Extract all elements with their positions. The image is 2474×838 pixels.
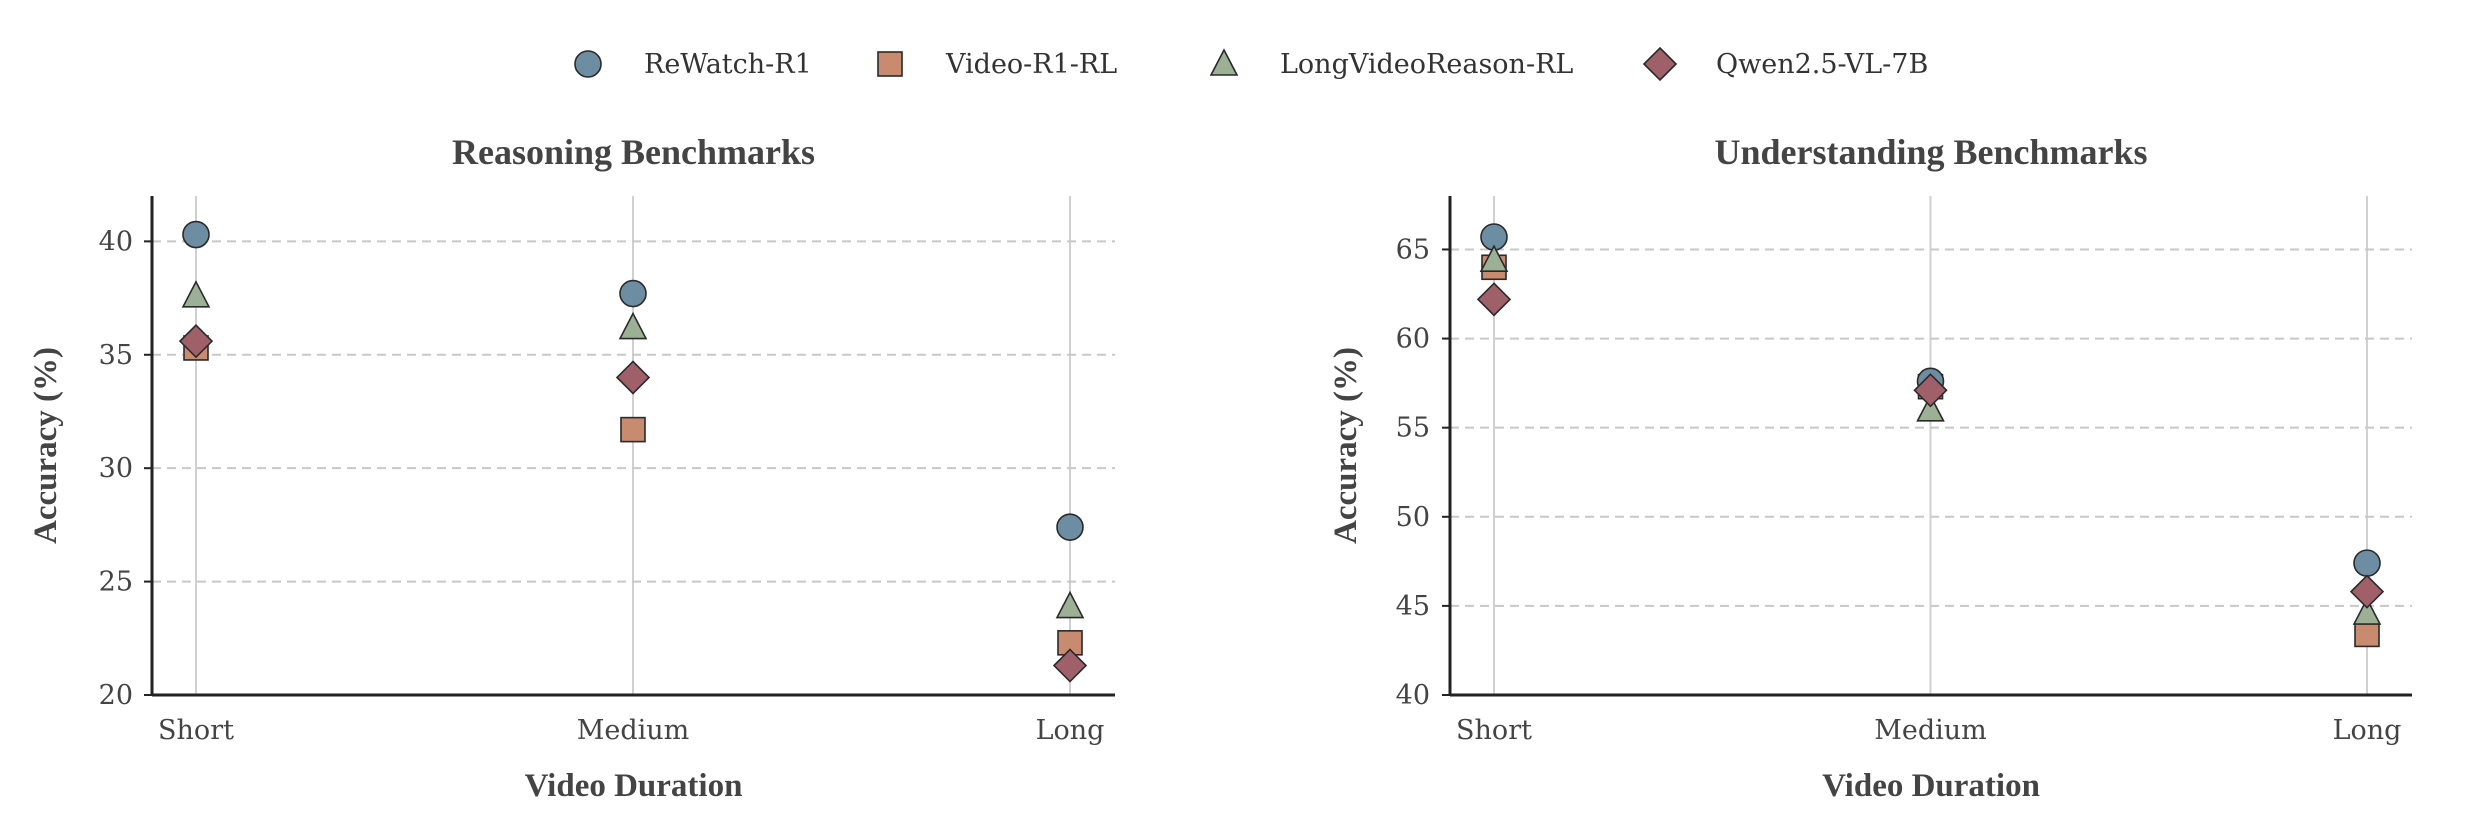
point-qwen2-5-vl-7b-long <box>1052 648 1088 683</box>
x-tick-label-short: Short <box>158 715 234 746</box>
point-longvideoreason-rl-medium <box>1916 394 1945 422</box>
point-longvideoreason-rl-short <box>181 280 211 308</box>
point-qwen2-5-vl-7b-short <box>1476 282 1512 317</box>
point-rewatch-r1-short <box>182 220 210 249</box>
y-tick-label: 35 <box>99 340 133 371</box>
y-tick-label: 65 <box>1396 234 1430 265</box>
legend-marker-longvideoreason-rl <box>1209 48 1239 76</box>
legend-label-longvideoreason-rl: LongVideoReason-RL <box>1280 49 1573 80</box>
point-longvideoreason-rl-medium <box>618 311 648 340</box>
legend: ReWatch-R1 Video-R1-RL LongVideoReason-RL Q… <box>574 46 1928 82</box>
x-tick-label-long: Long <box>2333 715 2402 746</box>
legend-marker-rewatch-r1 <box>574 50 602 78</box>
chart-understanding-benchmarks: 40 45 50 55 60 65 Short Medium Long Understanding… <box>1328 132 2412 804</box>
x-tick-label-long: Long <box>1036 715 1105 746</box>
point-longvideoreason-rl-long <box>2352 597 2382 625</box>
point-rewatch-r1-long <box>2353 549 2381 577</box>
x-tick-label-medium: Medium <box>1874 715 1987 746</box>
legend-marker-video-r1-rl <box>877 51 903 77</box>
point-rewatch-r1-medium <box>619 279 647 308</box>
point-qwen2-5-vl-7b-long <box>2349 574 2385 609</box>
y-axis-label: Accuracy (%) <box>1328 347 1364 544</box>
legend-label-video-r1-rl: Video-R1-RL <box>945 49 1117 80</box>
point-longvideoreason-rl-short <box>1479 244 1509 272</box>
y-tick-label: 45 <box>1396 591 1430 622</box>
y-tick-label: 20 <box>99 680 133 711</box>
y-tick-label: 25 <box>99 567 133 598</box>
chart-reasoning-benchmarks: 20 25 30 35 40 Short Medium Long Reasoning Bench… <box>28 132 1115 804</box>
y-tick-label: 30 <box>99 453 133 484</box>
x-axis-label: Video Duration <box>1822 768 2040 804</box>
point-qwen2-5-vl-7b-short <box>178 324 214 359</box>
legend-label-qwen2-5-vl-7b: Qwen2.5-VL-7B <box>1716 49 1928 80</box>
y-tick-label: 60 <box>1396 324 1430 355</box>
legend-marker-qwen2-5-vl-7b <box>1642 46 1678 82</box>
point-rewatch-r1-long <box>1056 513 1084 541</box>
y-tick-label: 50 <box>1396 502 1430 533</box>
x-tick-label-medium: Medium <box>577 715 690 746</box>
point-video-r1-rl-long <box>2354 621 2380 648</box>
point-longvideoreason-rl-long <box>1055 590 1085 619</box>
y-tick-label: 40 <box>1396 680 1430 711</box>
legend-label-rewatch-r1: ReWatch-R1 <box>644 49 812 80</box>
chart-title: Understanding Benchmarks <box>1714 132 2147 172</box>
point-video-r1-rl-medium <box>620 416 646 443</box>
chart-title: Reasoning Benchmarks <box>452 132 815 172</box>
point-qwen2-5-vl-7b-medium <box>615 360 651 395</box>
x-tick-label-short: Short <box>1456 715 1532 746</box>
y-tick-label: 55 <box>1396 413 1430 444</box>
y-tick-label: 40 <box>99 226 133 257</box>
y-axis-label: Accuracy (%) <box>28 347 64 544</box>
point-qwen2-5-vl-7b-medium <box>1913 373 1948 408</box>
x-axis-label: Video Duration <box>525 768 743 804</box>
